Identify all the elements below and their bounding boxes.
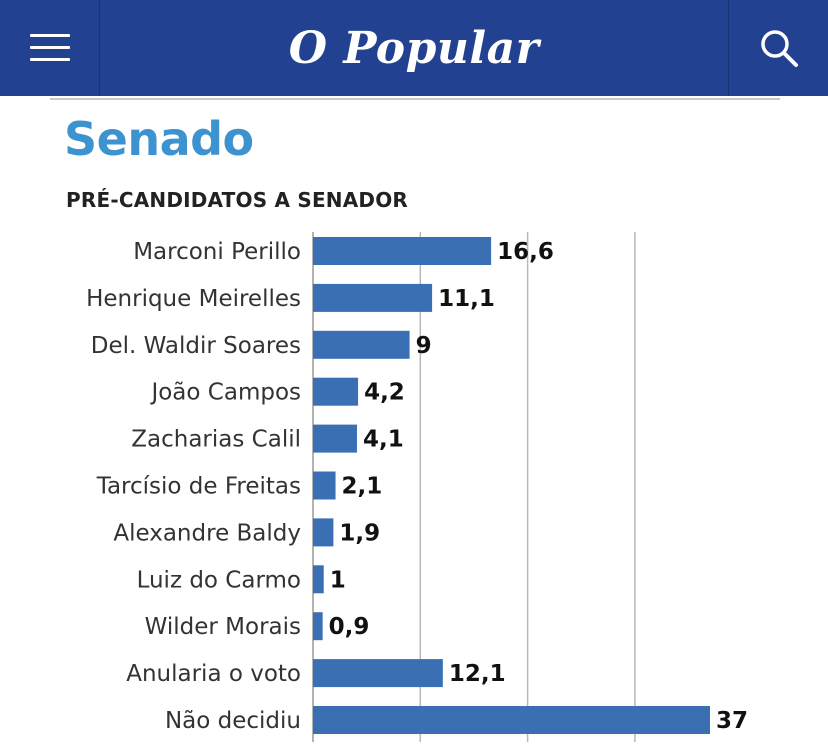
category-label: Alexandre Baldy: [113, 520, 301, 546]
value-label: 4,1: [363, 427, 404, 453]
category-label: Zacharias Calil: [131, 427, 301, 453]
value-label: 11,1: [438, 286, 495, 312]
category-label: Anularia o voto: [126, 661, 301, 687]
site-logo[interactable]: O Popular: [288, 22, 540, 74]
bar: [313, 424, 357, 453]
value-label: 12,1: [449, 661, 506, 687]
bar: [313, 377, 359, 406]
category-label: Del. Waldir Soares: [91, 333, 301, 359]
bar: [313, 612, 323, 641]
category-label: Wilder Morais: [145, 614, 301, 640]
value-label: 4,2: [364, 380, 405, 406]
bar: [313, 518, 334, 547]
category-label: Não decidiu: [165, 708, 301, 734]
value-label: 37: [716, 708, 748, 734]
bar: [313, 471, 336, 500]
hamburger-menu-icon: [29, 34, 70, 62]
value-label: 0,9: [329, 614, 370, 640]
bar: [313, 659, 443, 688]
search-icon: [760, 30, 798, 67]
bar: [313, 283, 433, 312]
header-divider: [50, 98, 780, 100]
chart-title: Senado: [64, 112, 254, 166]
chart-subtitle: PRÉ-CANDIDATOS A SENADOR: [66, 188, 409, 212]
category-label: João Campos: [149, 380, 301, 406]
category-label: Marconi Perillo: [133, 239, 301, 265]
value-label: 16,6: [497, 239, 554, 265]
value-label: 9: [416, 333, 432, 359]
value-label: 1: [330, 567, 346, 593]
bar: [313, 330, 410, 359]
bar: [313, 237, 492, 265]
search-button[interactable]: [728, 0, 828, 96]
bar: [313, 706, 710, 734]
category-label: Tarcísio de Freitas: [96, 474, 301, 500]
value-label: 1,9: [339, 520, 380, 546]
menu-button[interactable]: [0, 0, 100, 96]
value-label: 2,1: [342, 474, 383, 500]
top-bar: O Popular: [0, 0, 828, 96]
category-label: Henrique Meirelles: [86, 286, 301, 312]
bar: [313, 565, 324, 594]
category-label: Luiz do Carmo: [137, 567, 301, 593]
